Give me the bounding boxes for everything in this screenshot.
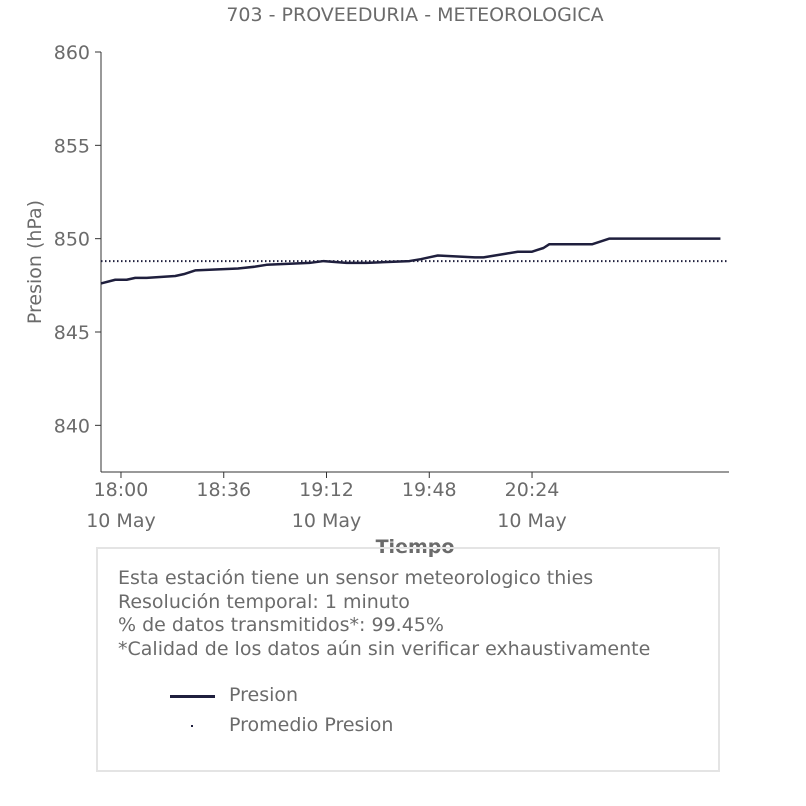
y-tick-label: 850 [54,229,90,251]
chart: 703 - PROVEEDURIA - METEOROLOGICA 840 845… [24,4,729,558]
plot-area: 840 845 850 855 860 18:00 10 May 18:36 19:12 10 … [54,42,729,532]
x-tick-label: 19:12 [299,479,354,501]
y-tick-label: 845 [54,322,90,344]
x-ticks: 18:00 10 May 18:36 19:12 10 May 19:48 20:24 10 … [86,472,567,532]
x-tick-label: 18:36 [196,479,251,501]
y-tick-label: 840 [54,415,90,437]
info-line-transmitted: % de datos transmitidos*: 99.45% [118,614,444,636]
y-axis-label: Presion (hPa) [24,200,46,324]
legend-swatch-dotted [170,712,215,742]
x-tick-label: 19:48 [402,479,457,501]
info-line-quality: *Calidad de los datos aún sin verificar … [118,637,651,660]
y-tick-label: 860 [54,42,90,64]
legend-label-presion: Presion [229,684,299,706]
x-tick-date-label: 10 May [292,510,362,532]
series-layer [100,237,729,285]
info-line-sensor: Esta estación tiene un sensor meteorolog… [118,567,594,589]
legend-swatch-solid [170,682,215,712]
legend-label-promedio: Promedio Presion [229,714,394,736]
y-ticks: 840 845 850 855 860 [54,42,101,437]
x-tick-date-label: 10 May [86,510,156,532]
series-line-presion [100,237,721,285]
x-tick-label: 18:00 [94,479,149,501]
y-tick-label: 855 [54,135,90,157]
info-text: Esta estación tiene un sensor meteorolog… [118,567,650,661]
info-box: Esta estación tiene un sensor meteorolog… [96,547,720,772]
x-tick-label: 20:24 [505,479,560,501]
x-tick-date-label: 10 May [497,510,567,532]
info-line-resolution: Resolución temporal: 1 minuto [118,590,410,613]
chart-title: 703 - PROVEEDURIA - METEOROLOGICA [226,4,603,26]
